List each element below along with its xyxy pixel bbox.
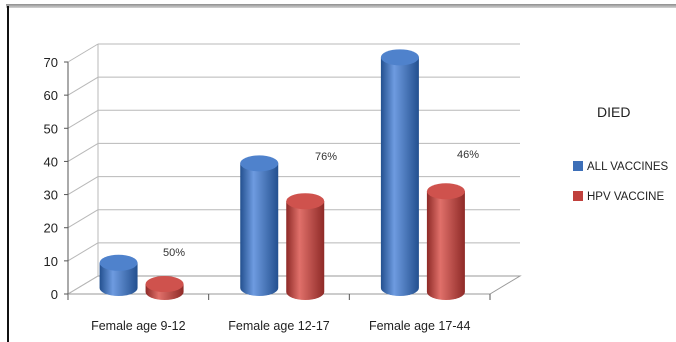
y-axis: 0 10 20 30 40 50 60 70 [44, 55, 69, 302]
bar-top [99, 254, 138, 271]
bar-all-vaccines [240, 155, 279, 296]
y-tick-label: 10 [44, 254, 58, 269]
y-tick-label: 0 [51, 287, 58, 302]
x-tick-label: Female age 9-12 [91, 319, 186, 333]
bar-top [286, 193, 325, 210]
gridline-side [67, 76, 99, 96]
legend: DIED ALL VACCINES HPV VACCINE [573, 104, 668, 203]
x-axis: Female age 9-12 Female age 12-17 Female ag… [91, 319, 470, 333]
bars [99, 49, 465, 300]
legend-label: HPV VACCINE [587, 191, 664, 203]
data-label: 76% [315, 151, 337, 163]
gridline-side [67, 176, 99, 196]
bar-top [380, 49, 419, 66]
top-border [6, 4, 676, 8]
bar-top [426, 183, 465, 200]
legend-swatch [573, 191, 583, 201]
legend-swatch [573, 161, 583, 171]
y-tick-label: 30 [44, 188, 58, 203]
gridline-side [67, 275, 99, 295]
bar-body [380, 57, 419, 296]
y-tick-label: 50 [44, 121, 58, 136]
legend-title: DIED [597, 104, 630, 120]
bar-hpv-vaccine [426, 183, 465, 300]
bar-top [145, 276, 184, 293]
bar-body [99, 262, 138, 296]
legend-item: HPV VACCINE [573, 191, 664, 203]
gridline-side [67, 109, 99, 129]
y-tick-label: 40 [44, 154, 58, 169]
bar-all-vaccines [99, 254, 138, 296]
x-tick-label: Female age 17-44 [369, 319, 471, 333]
bar-body [286, 201, 325, 300]
data-labels: 50% 76% 46% [163, 149, 479, 259]
y-tick-label: 70 [44, 55, 58, 70]
x-tick-label: Female age 12-17 [228, 319, 330, 333]
bar-all-vaccines [380, 49, 419, 296]
gridline-side [67, 43, 99, 63]
y-tick-label: 20 [44, 221, 58, 236]
data-label: 46% [457, 149, 479, 161]
gridlines [67, 43, 520, 295]
bar-body [240, 163, 279, 296]
left-border [7, 6, 9, 342]
bar-top [240, 155, 279, 172]
legend-item: ALL VACCINES [573, 161, 668, 173]
gridline-side [67, 142, 99, 162]
data-label: 50% [163, 247, 185, 259]
legend-label: ALL VACCINES [587, 161, 668, 173]
bar-hpv-vaccine [286, 193, 325, 300]
bar-body [426, 191, 465, 300]
bar-hpv-vaccine [145, 276, 184, 300]
y-tick-label: 60 [44, 88, 58, 103]
gridline-side [67, 209, 99, 229]
gridline-side [67, 242, 99, 262]
